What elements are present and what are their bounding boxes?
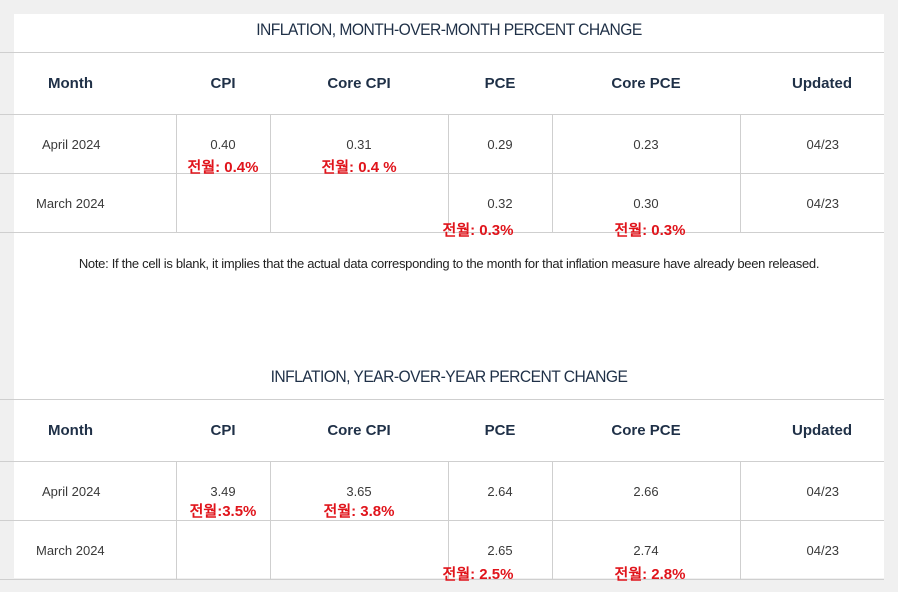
- core-cpi-cell: [269, 520, 448, 580]
- yoy-header-core-pce: Core PCE: [552, 399, 740, 462]
- updated-cell: 04/23: [739, 520, 884, 580]
- yoy-table: Month CPI Core CPI PCE Core PCE Updated …: [0, 399, 884, 583]
- table-row: March 2024 0.32 전월: 0.3% 0.30 전월: 0.3% 0…: [0, 173, 884, 239]
- yoy-header-month: Month: [0, 399, 176, 462]
- table-row: April 2024 3.49 전월:3.5% 3.65 전월: 3.8% 2.…: [0, 461, 884, 521]
- pce-cell: 0.29: [447, 114, 552, 174]
- core-pce-annotation: 전월: 2.8%: [614, 566, 686, 583]
- yoy-header-updated: Updated: [740, 399, 884, 462]
- core-pce-cell: 2.74 전월: 2.8%: [551, 520, 740, 583]
- mom-header-core-pce: Core PCE: [552, 52, 740, 115]
- pce-cell: 2.64: [447, 461, 552, 521]
- mom-header-row: Month CPI Core CPI PCE Core PCE Updated: [0, 52, 884, 115]
- core-pce-cell: 0.30 전월: 0.3%: [551, 173, 740, 239]
- pce-annotation: 전월: 0.3%: [442, 222, 514, 239]
- yoy-header-core-cpi: Core CPI: [270, 399, 448, 462]
- yoy-header-row: Month CPI Core CPI PCE Core PCE Updated: [0, 399, 884, 462]
- mom-header-updated: Updated: [740, 52, 884, 115]
- core-pce-cell: 2.66: [551, 461, 740, 521]
- core-pce-cell: 0.23: [551, 114, 740, 174]
- updated-cell: 04/23: [739, 173, 884, 233]
- core-cpi-cell: 0.31 전월: 0.4 %: [269, 114, 448, 176]
- core-cpi-annotation: 전월: 0.4 %: [321, 159, 397, 176]
- mom-header-core-cpi: Core CPI: [270, 52, 448, 115]
- mom-header-cpi: CPI: [176, 52, 270, 115]
- cpi-cell: 3.49 전월:3.5%: [175, 461, 270, 521]
- blank-cell-note: Note: If the cell is blank, it implies t…: [78, 256, 820, 271]
- pce-cell: 2.65 전월: 2.5%: [443, 520, 552, 583]
- cpi-cell: [175, 520, 270, 580]
- core-cpi-annotation: 전월: 3.8%: [323, 503, 395, 520]
- month-cell: March 2024: [0, 173, 176, 233]
- month-cell: April 2024: [0, 461, 176, 521]
- month-cell: March 2024: [0, 520, 176, 580]
- mom-header-pce: PCE: [448, 52, 552, 115]
- cpi-annotation: 전월: 0.4%: [187, 159, 259, 176]
- pce-annotation: 전월: 2.5%: [442, 566, 514, 583]
- table-row: April 2024 0.40 전월: 0.4% 0.31 전월: 0.4 % …: [0, 114, 884, 176]
- core-cpi-cell: 3.65 전월: 3.8%: [269, 461, 448, 521]
- updated-cell: 04/23: [739, 461, 884, 521]
- updated-cell: 04/23: [739, 114, 884, 174]
- core-pce-annotation: 전월: 0.3%: [614, 222, 686, 239]
- yoy-header-cpi: CPI: [176, 399, 270, 462]
- cpi-cell: [175, 173, 270, 233]
- cpi-annotation: 전월:3.5%: [189, 503, 257, 520]
- mom-header-month: Month: [0, 52, 176, 115]
- core-cpi-cell: [269, 173, 448, 233]
- pce-cell: 0.32 전월: 0.3%: [443, 173, 552, 239]
- cpi-cell: 0.40 전월: 0.4%: [175, 114, 270, 176]
- month-cell: April 2024: [0, 114, 176, 174]
- yoy-header-pce: PCE: [448, 399, 552, 462]
- table-row: March 2024 2.65 전월: 2.5% 2.74 전월: 2.8% 0…: [0, 520, 884, 583]
- mom-table: Month CPI Core CPI PCE Core PCE Updated …: [0, 52, 884, 239]
- yoy-table-title: INFLATION, YEAR-OVER-YEAR PERCENT CHANGE: [270, 367, 628, 386]
- mom-table-title: INFLATION, MONTH-OVER-MONTH PERCENT CHAN…: [256, 20, 642, 39]
